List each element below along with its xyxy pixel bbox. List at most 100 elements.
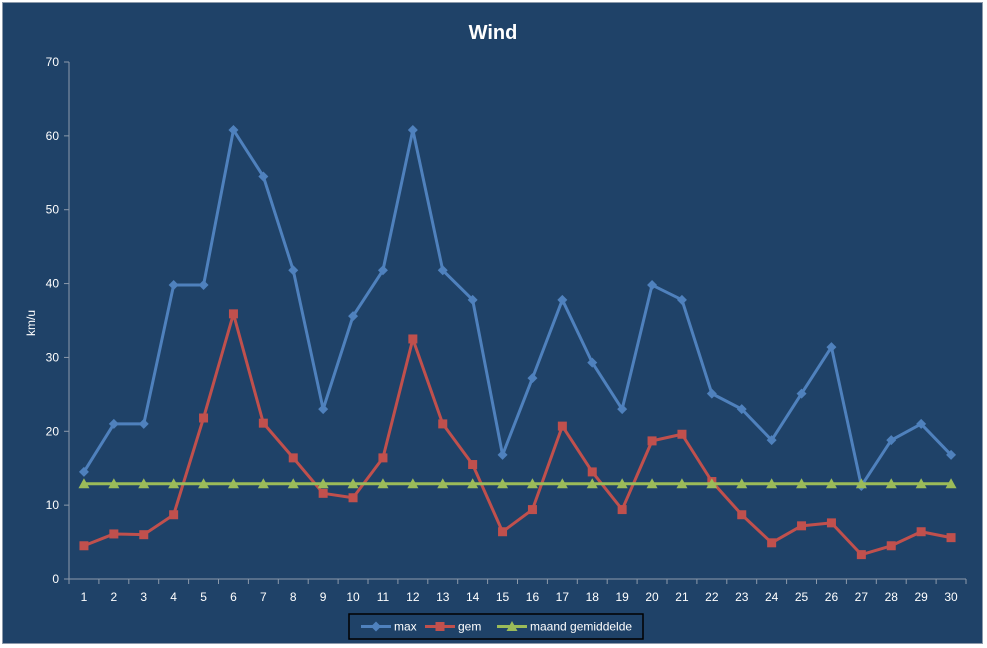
- y-tick-label: 40: [46, 277, 60, 291]
- series-1: [78, 124, 957, 491]
- x-tick-label: 16: [526, 590, 540, 604]
- series-2: [79, 309, 956, 560]
- data-point: [737, 510, 747, 520]
- y-tick-label: 10: [46, 498, 60, 512]
- data-point: [826, 518, 836, 528]
- legend-item: gem: [425, 620, 481, 634]
- x-tick-label: 12: [406, 590, 420, 604]
- data-point: [348, 493, 358, 503]
- x-tick-label: 21: [675, 590, 689, 604]
- data-point: [796, 478, 808, 489]
- y-tick-label: 50: [46, 203, 60, 217]
- x-tick-label: 8: [290, 590, 297, 604]
- data-point: [228, 124, 239, 135]
- data-point: [855, 478, 867, 489]
- x-tick-label: 1: [81, 590, 88, 604]
- data-point: [767, 538, 777, 548]
- data-point: [407, 124, 418, 135]
- data-point: [766, 478, 778, 489]
- data-point: [168, 478, 180, 489]
- axes: [68, 62, 966, 580]
- y-tick-label: 0: [52, 572, 59, 586]
- data-point: [677, 429, 687, 439]
- data-point: [377, 265, 388, 276]
- data-point: [736, 478, 748, 489]
- data-point: [287, 478, 299, 489]
- data-point: [378, 453, 388, 463]
- data-point: [109, 529, 119, 539]
- data-point: [647, 280, 658, 291]
- data-point: [198, 478, 210, 489]
- x-tick-label: 23: [735, 590, 749, 604]
- x-tick-label: 15: [496, 590, 510, 604]
- data-point: [557, 294, 568, 305]
- data-point: [347, 478, 359, 489]
- data-point: [587, 357, 598, 368]
- x-tick-label: 4: [170, 590, 177, 604]
- data-point: [915, 478, 927, 489]
- data-point: [139, 530, 149, 540]
- x-tick-label: 10: [346, 590, 360, 604]
- data-point: [318, 404, 329, 415]
- series-3: [78, 478, 957, 489]
- data-point: [318, 488, 328, 498]
- data-point: [348, 311, 359, 322]
- data-point: [108, 418, 119, 429]
- y-tick-label: 60: [46, 129, 60, 143]
- y-tick-label: 20: [46, 424, 60, 438]
- x-tick-label: 5: [200, 590, 207, 604]
- data-point: [199, 413, 209, 423]
- legend-label: gem: [458, 620, 481, 634]
- legend-marker: [506, 621, 518, 631]
- data-point: [138, 418, 149, 429]
- data-point: [886, 435, 897, 446]
- data-point: [587, 467, 597, 477]
- x-tick-label: 18: [586, 590, 600, 604]
- data-point: [288, 265, 299, 276]
- x-tick-label: 3: [140, 590, 147, 604]
- data-point: [228, 309, 238, 319]
- x-tick-label: 24: [765, 590, 779, 604]
- data-point: [258, 171, 269, 182]
- x-tick-label: 22: [705, 590, 719, 604]
- data-point: [407, 478, 419, 489]
- x-tick-label: 29: [914, 590, 928, 604]
- data-point: [736, 404, 747, 415]
- data-point: [676, 294, 687, 305]
- data-point: [556, 478, 568, 489]
- series-line: [83, 312, 952, 557]
- data-point: [527, 505, 537, 515]
- x-tick-label: 2: [111, 590, 118, 604]
- data-point: [916, 527, 926, 537]
- legend-label: max: [394, 620, 417, 634]
- data-point: [79, 541, 89, 551]
- x-tick-label: 7: [260, 590, 267, 604]
- data-point: [676, 478, 688, 489]
- data-point: [467, 478, 479, 489]
- x-tick-label: 26: [825, 590, 839, 604]
- data-point: [437, 478, 449, 489]
- legend-marker: [435, 622, 445, 631]
- data-point: [797, 521, 807, 531]
- x-tick-label: 17: [556, 590, 570, 604]
- data-point: [885, 478, 897, 489]
- y-tick-label: 70: [46, 55, 60, 69]
- series-layer: [78, 124, 957, 560]
- x-tick-label: 11: [377, 590, 390, 604]
- x-tick-label: 30: [944, 590, 958, 604]
- data-point: [796, 388, 807, 399]
- data-point: [317, 478, 329, 489]
- data-point: [497, 449, 508, 460]
- data-point: [438, 419, 448, 429]
- y-tick-label: 30: [46, 350, 60, 364]
- data-point: [468, 460, 478, 470]
- data-point: [766, 435, 777, 446]
- data-point: [647, 436, 657, 446]
- legend-item: max: [361, 620, 417, 634]
- data-point: [946, 449, 957, 460]
- data-point: [557, 421, 567, 431]
- data-point: [886, 541, 896, 551]
